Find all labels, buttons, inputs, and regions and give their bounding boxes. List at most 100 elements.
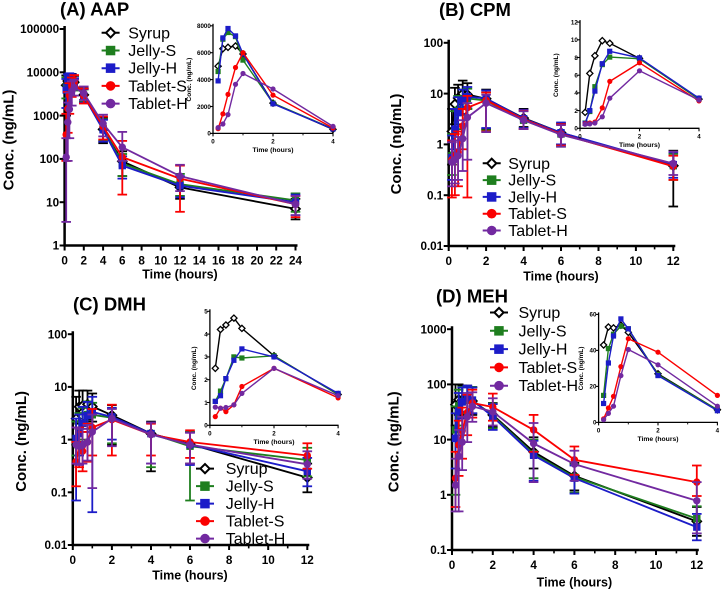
svg-text:8000: 8000: [197, 23, 211, 30]
svg-text:0: 0: [597, 427, 601, 434]
svg-text:Time (hours): Time (hours): [142, 268, 217, 282]
svg-text:2: 2: [204, 377, 208, 384]
svg-text:1000: 1000: [33, 110, 60, 123]
svg-text:10000: 10000: [27, 67, 60, 80]
svg-text:12: 12: [571, 19, 578, 26]
svg-text:Time (hours): Time (hours): [152, 568, 227, 582]
svg-text:4: 4: [716, 427, 720, 434]
svg-text:100: 100: [40, 153, 60, 166]
svg-text:100: 100: [48, 328, 68, 341]
svg-text:12: 12: [301, 554, 315, 567]
svg-text:5: 5: [204, 309, 208, 316]
svg-text:24: 24: [289, 255, 303, 268]
svg-text:4: 4: [530, 559, 537, 572]
svg-text:100000: 100000: [20, 23, 60, 36]
svg-text:6: 6: [571, 559, 578, 572]
svg-text:0.1: 0.1: [51, 487, 68, 500]
svg-text:0: 0: [574, 126, 578, 133]
svg-text:40: 40: [590, 348, 597, 355]
svg-text:0: 0: [211, 138, 215, 145]
svg-text:8: 8: [595, 255, 602, 268]
svg-text:1: 1: [437, 139, 444, 152]
svg-text:Syrup: Syrup: [519, 305, 561, 322]
svg-text:Tablet-H: Tablet-H: [519, 378, 579, 395]
svg-text:0.01: 0.01: [420, 240, 443, 253]
svg-text:2: 2: [272, 430, 276, 437]
svg-text:4: 4: [148, 554, 155, 567]
svg-text:Jelly-S: Jelly-S: [508, 173, 556, 190]
svg-text:Conc. (ng/mL): Conc. (ng/mL): [0, 90, 17, 191]
svg-text:6: 6: [574, 73, 578, 80]
svg-text:(A) AAP: (A) AAP: [60, 0, 129, 20]
svg-text:Jelly-S: Jelly-S: [519, 323, 567, 340]
svg-text:Jelly-H: Jelly-H: [128, 61, 177, 78]
svg-text:6: 6: [558, 255, 565, 268]
svg-text:100: 100: [427, 379, 447, 392]
svg-text:Tablet-H: Tablet-H: [226, 531, 286, 548]
svg-text:8: 8: [226, 554, 233, 567]
svg-text:0: 0: [578, 133, 582, 140]
svg-text:10: 10: [629, 255, 643, 268]
svg-text:1: 1: [53, 240, 60, 253]
svg-text:4000: 4000: [197, 77, 211, 84]
svg-text:Time (hours): Time (hours): [637, 436, 678, 443]
svg-text:6000: 6000: [197, 50, 211, 57]
svg-text:Time (hours): Time (hours): [252, 147, 293, 154]
svg-text:Conc. (ng/mL): Conc. (ng/mL): [191, 346, 198, 390]
svg-text:4: 4: [520, 255, 527, 268]
svg-text:6: 6: [119, 255, 126, 268]
svg-text:Tablet-S: Tablet-S: [226, 514, 285, 531]
svg-text:Time (hours): Time (hours): [537, 576, 612, 590]
svg-text:8: 8: [612, 559, 619, 572]
svg-text:0: 0: [208, 430, 212, 437]
svg-text:0: 0: [445, 255, 452, 268]
svg-text:2: 2: [490, 559, 497, 572]
svg-text:Jelly-H: Jelly-H: [508, 189, 557, 206]
svg-text:Tablet-H: Tablet-H: [508, 223, 568, 240]
svg-text:10: 10: [571, 37, 578, 44]
svg-text:Jelly-H: Jelly-H: [519, 342, 568, 359]
svg-text:2: 2: [271, 138, 275, 145]
svg-text:Tablet-S: Tablet-S: [519, 360, 578, 377]
svg-text:(B) CPM: (B) CPM: [439, 0, 511, 20]
svg-text:Tablet-H: Tablet-H: [128, 96, 188, 113]
svg-text:3: 3: [204, 354, 208, 361]
svg-text:16: 16: [212, 255, 226, 268]
svg-text:10: 10: [433, 434, 447, 447]
svg-text:4: 4: [336, 430, 340, 437]
svg-text:Conc. (ng/mL): Conc. (ng/mL): [553, 53, 560, 97]
svg-text:(C) DMH: (C) DMH: [73, 294, 146, 315]
svg-text:Syrup: Syrup: [508, 156, 550, 173]
svg-text:0: 0: [61, 255, 68, 268]
svg-text:4: 4: [204, 331, 208, 338]
svg-text:10: 10: [430, 88, 444, 101]
svg-text:2: 2: [483, 255, 490, 268]
svg-text:(D) MEH: (D) MEH: [436, 286, 508, 307]
svg-text:0: 0: [204, 423, 208, 430]
svg-text:1000: 1000: [420, 323, 447, 336]
svg-text:20: 20: [590, 384, 597, 391]
svg-text:20: 20: [250, 255, 264, 268]
svg-text:Time (hours): Time (hours): [619, 142, 660, 149]
svg-text:2: 2: [656, 427, 660, 434]
svg-text:10: 10: [154, 255, 168, 268]
svg-text:Syrup: Syrup: [226, 461, 268, 478]
svg-text:2: 2: [574, 108, 578, 115]
svg-text:0: 0: [70, 554, 77, 567]
svg-text:10: 10: [46, 196, 60, 209]
svg-text:12: 12: [690, 559, 704, 572]
svg-text:0.1: 0.1: [430, 544, 447, 557]
svg-text:Jelly-S: Jelly-S: [226, 479, 274, 496]
svg-text:Conc. (ng/mL): Conc. (ng/mL): [578, 347, 585, 391]
svg-text:10: 10: [649, 559, 663, 572]
svg-text:Conc. (ng/mL): Conc. (ng/mL): [13, 391, 30, 492]
svg-text:0: 0: [593, 420, 597, 427]
svg-text:Tablet-S: Tablet-S: [508, 206, 567, 223]
svg-text:0.1: 0.1: [427, 189, 444, 202]
svg-text:12: 12: [173, 255, 187, 268]
svg-text:6: 6: [187, 554, 194, 567]
svg-text:Time (hours): Time (hours): [523, 270, 598, 284]
svg-text:2: 2: [81, 255, 88, 268]
svg-text:1: 1: [61, 434, 68, 447]
svg-text:Jelly-H: Jelly-H: [226, 496, 275, 513]
